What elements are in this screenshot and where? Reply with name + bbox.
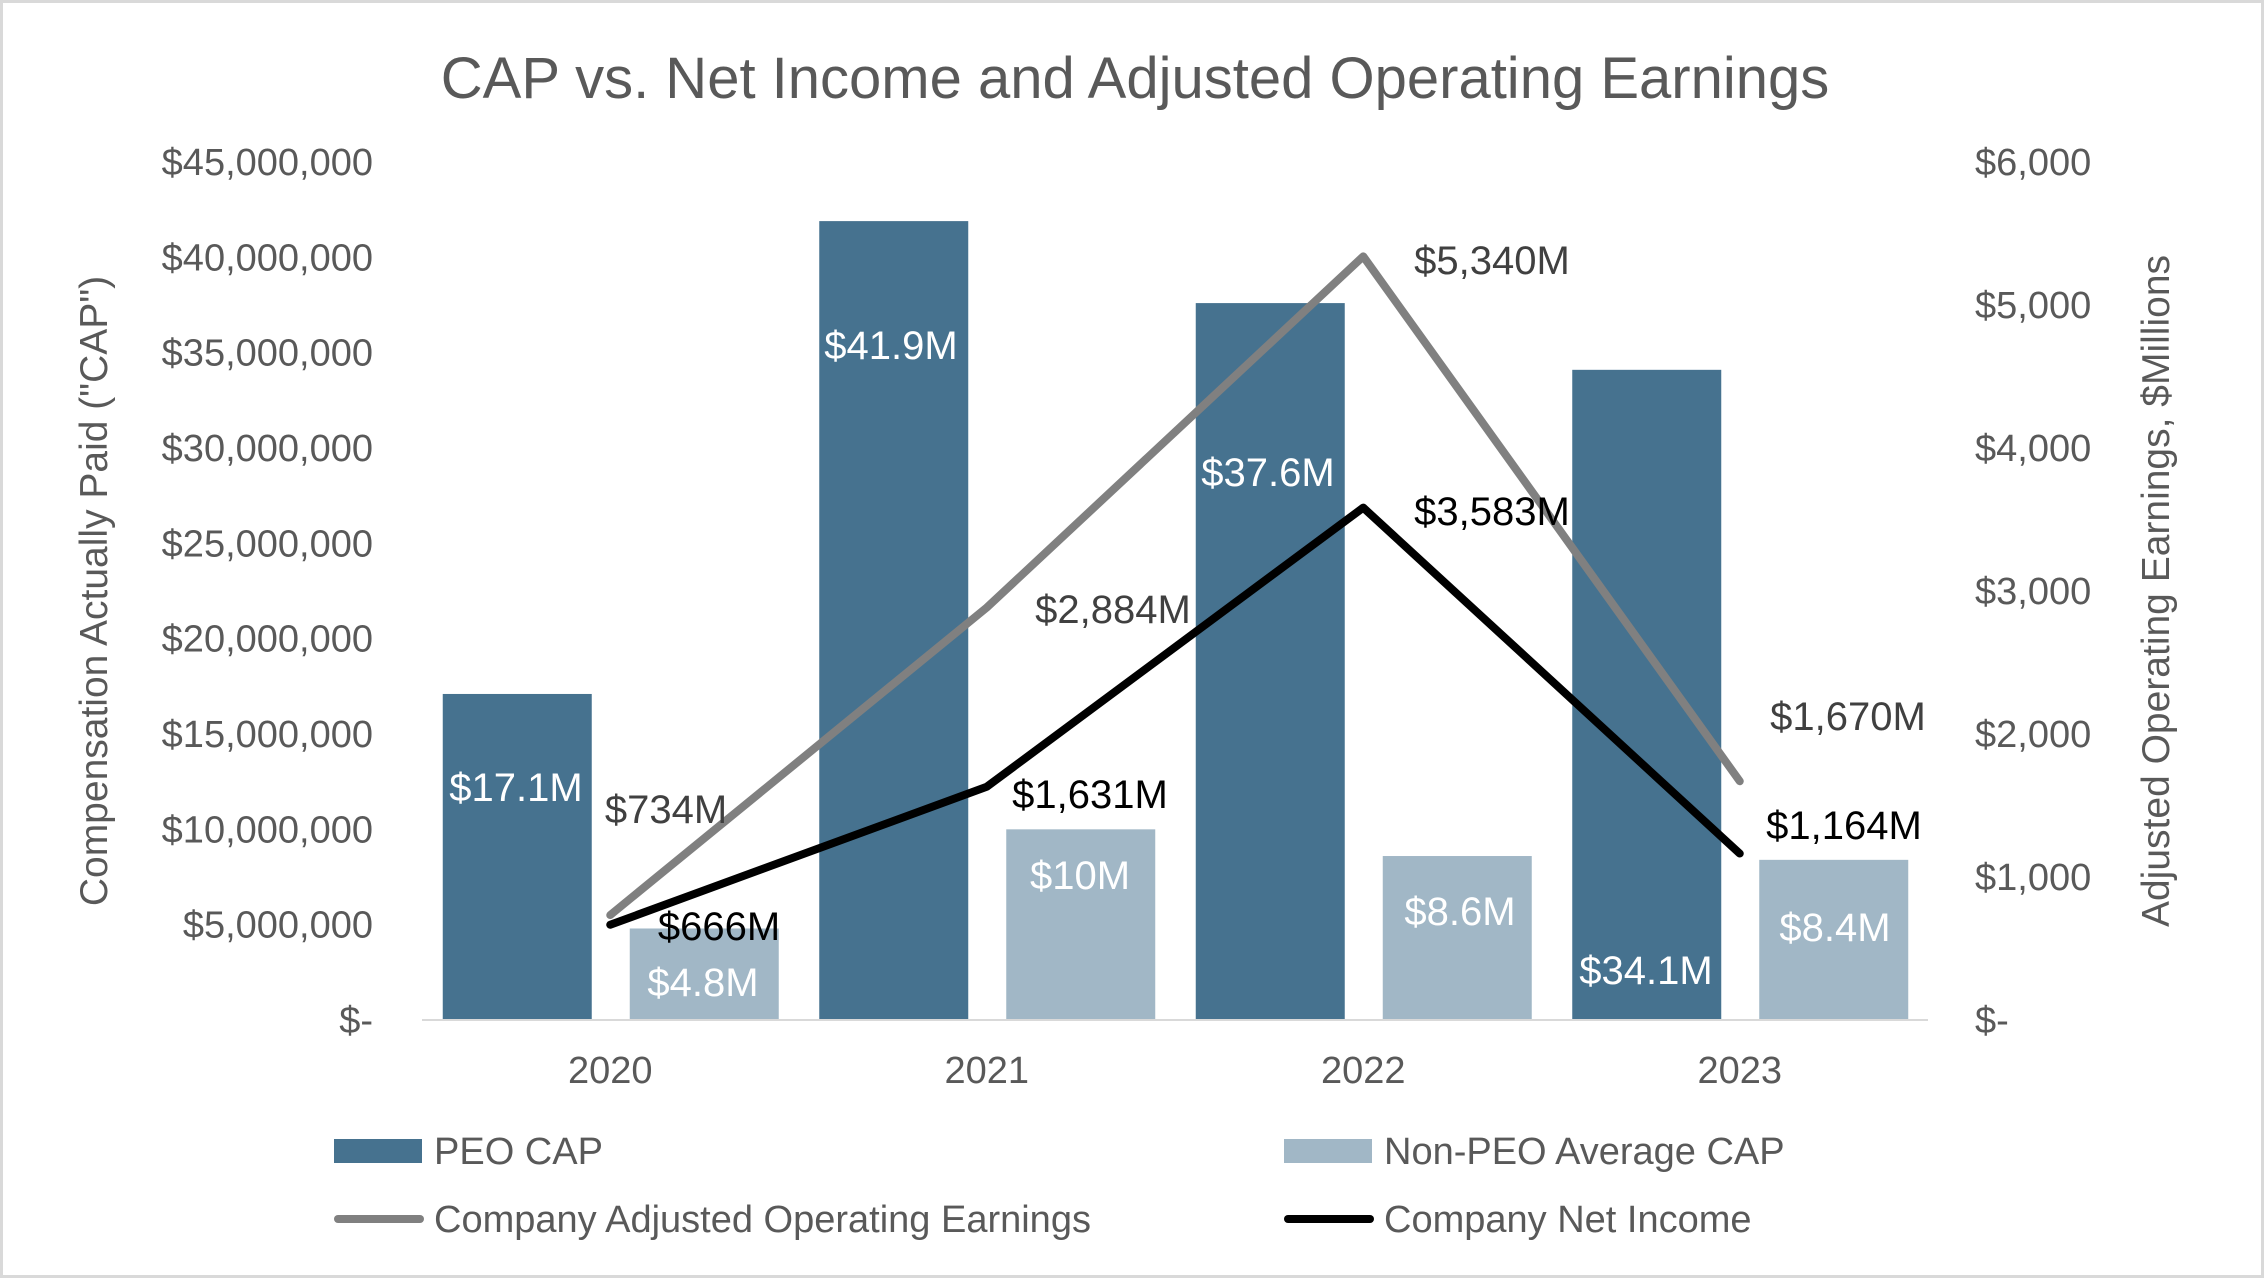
left-tick-label: $40,000,000 — [162, 237, 373, 279]
right-axis-title: Adjusted Operating Earnings, $Millions — [2135, 255, 2178, 927]
left-tick-label: $20,000,000 — [162, 619, 373, 661]
line-net-income — [606, 503, 1744, 929]
bar-non-peo-cap — [1382, 856, 1532, 1020]
right-tick-label: $- — [1975, 1000, 2009, 1042]
chart-svg: CAP vs. Net Income and Adjusted Operatin… — [73, 46, 2178, 1241]
left-tick-label: $25,000,000 — [162, 523, 373, 565]
left-tick-label: $15,000,000 — [162, 714, 373, 756]
net-income-label: $3,583M — [1414, 490, 1570, 534]
left-tick-label: $10,000,000 — [162, 809, 373, 851]
non-peo-cap-label: $10M — [1030, 854, 1130, 898]
left-axis-title: Compensation Actually Paid ("CAP") — [73, 276, 116, 906]
bar-non-peo-cap — [1006, 829, 1156, 1020]
net-income-label: $1,631M — [1012, 773, 1168, 817]
net-income-label: $1,164M — [1766, 804, 1922, 848]
right-tick-label: $2,000 — [1975, 714, 2091, 756]
x-tick-label: 2020 — [568, 1050, 653, 1092]
peo-cap-label: $41.9M — [824, 324, 957, 368]
legend-item: Company Net Income — [1284, 1199, 1752, 1241]
legend-label: Non-PEO Average CAP — [1384, 1131, 1785, 1173]
chart-title: CAP vs. Net Income and Adjusted Operatin… — [441, 46, 1830, 111]
legend-label: PEO CAP — [434, 1131, 603, 1173]
legend-label: Company Adjusted Operating Earnings — [434, 1199, 1091, 1241]
bar-peo-cap — [1195, 303, 1345, 1020]
bar-peo-cap — [1572, 369, 1722, 1020]
aoe-label: $734M — [605, 788, 727, 832]
net-income-label: $666M — [658, 905, 780, 949]
right-tick-label: $3,000 — [1975, 571, 2091, 613]
x-tick-label: 2023 — [1697, 1050, 1782, 1092]
aoe-label: $2,884M — [1035, 588, 1191, 632]
x-tick-label: 2022 — [1321, 1050, 1406, 1092]
bar-peo-cap — [819, 221, 969, 1020]
peo-cap-label: $34.1M — [1579, 949, 1712, 993]
left-tick-label: $30,000,000 — [162, 428, 373, 470]
right-tick-label: $5,000 — [1975, 285, 2091, 327]
legend-item: Company Adjusted Operating Earnings — [334, 1199, 1091, 1241]
right-tick-label: $6,000 — [1975, 142, 2091, 184]
left-tick-label: $5,000,000 — [183, 905, 373, 947]
line-adjusted-operating-earnings — [606, 252, 1744, 920]
right-tick-label: $1,000 — [1975, 857, 2091, 899]
x-tick-label: 2021 — [944, 1050, 1029, 1092]
legend-swatch — [1284, 1139, 1372, 1163]
peo-cap-label: $37.6M — [1201, 451, 1334, 495]
legend-swatch — [334, 1139, 422, 1163]
non-peo-cap-label: $8.4M — [1779, 906, 1890, 950]
non-peo-cap-label: $4.8M — [647, 961, 758, 1005]
bar-non-peo-cap — [629, 928, 779, 1020]
aoe-label: $5,340M — [1414, 239, 1570, 283]
left-tick-label: $45,000,000 — [162, 142, 373, 184]
legend-item: Non-PEO Average CAP — [1284, 1131, 1785, 1173]
bar-non-peo-cap — [1759, 859, 1909, 1020]
left-tick-label: $35,000,000 — [162, 333, 373, 375]
right-tick-label: $4,000 — [1975, 428, 2091, 470]
legend-item: PEO CAP — [334, 1131, 603, 1173]
aoe-label: $1,670M — [1770, 695, 1926, 739]
legend-label: Company Net Income — [1384, 1199, 1752, 1241]
non-peo-cap-label: $8.6M — [1404, 890, 1515, 934]
peo-cap-label: $17.1M — [449, 766, 582, 810]
left-tick-label: $- — [339, 1000, 373, 1042]
bar-peo-cap — [442, 693, 592, 1020]
